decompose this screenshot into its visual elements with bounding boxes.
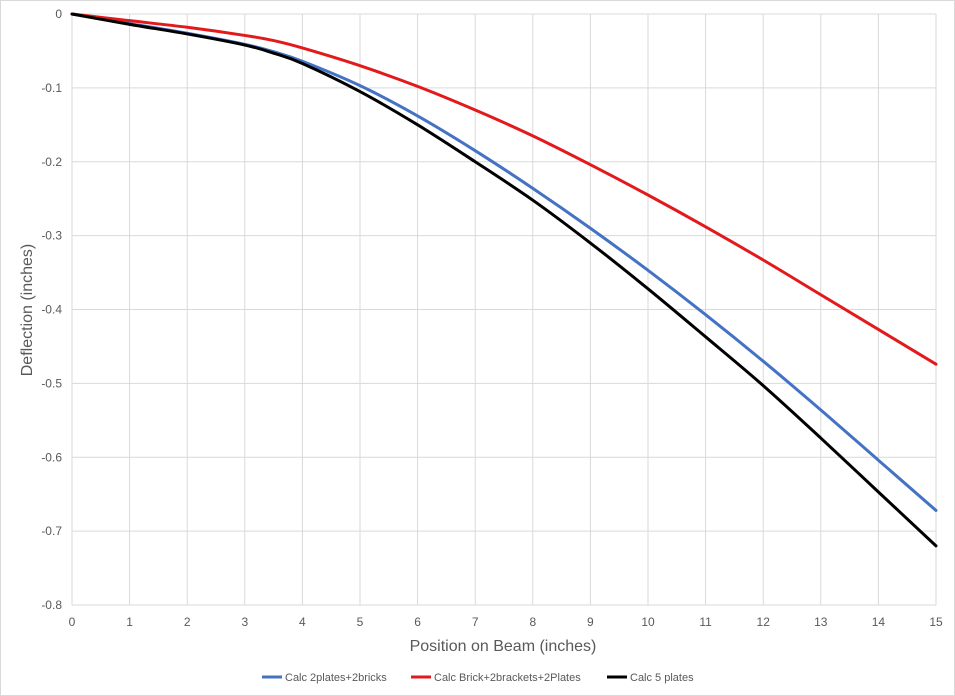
x-tick-label: 13 [814,615,828,629]
x-tick-label: 5 [357,615,364,629]
y-tick-label: -0.3 [41,229,62,243]
gridlines [71,13,937,606]
y-axis-ticks: 0 -0.1 -0.2 -0.3 -0.4 -0.5 -0.6 -0.7 -0.8 [41,7,62,612]
x-tick-label: 0 [69,615,76,629]
x-tick-label: 8 [529,615,536,629]
x-tick-label: 3 [241,615,248,629]
y-tick-label: -0.8 [41,598,62,612]
y-tick-label: -0.5 [41,376,62,390]
legend-label: Calc 5 plates [630,672,694,684]
legend-label: Calc 2plates+2bricks [285,672,387,684]
y-axis-title: Deflection (inches) [19,244,36,377]
x-tick-label: 11 [699,615,712,629]
y-tick-label: -0.2 [41,155,62,169]
y-tick-label: -0.7 [41,524,62,538]
y-tick-label: -0.6 [41,450,62,464]
legend-label: Calc Brick+2brackets+2Plates [434,672,581,684]
series-line-2plates-2bricks [70,12,938,512]
x-tick-label: 9 [587,615,594,629]
x-tick-label: 7 [472,615,479,629]
series-line-5-plates [70,12,938,548]
x-tick-label: 1 [126,615,133,629]
x-tick-label: 12 [757,615,771,629]
series-line-brick-2brackets-2plates [70,12,938,366]
x-tick-label: 6 [414,615,421,629]
x-tick-label: 4 [299,615,306,629]
y-tick-label: 0 [55,7,62,21]
x-axis-title: Position on Beam (inches) [410,638,597,655]
legend: Calc 2plates+2bricks Calc Brick+2brackets… [262,672,694,684]
y-tick-label: -0.4 [41,303,62,317]
y-tick-label: -0.1 [41,81,62,95]
x-tick-label: 14 [872,615,886,629]
x-tick-label: 15 [929,615,943,629]
x-tick-label: 2 [184,615,191,629]
series-lines [70,12,938,548]
x-tick-label: 10 [641,615,655,629]
x-axis-ticks: 0 1 2 3 4 5 6 7 8 9 10 11 12 13 14 15 [69,615,943,629]
